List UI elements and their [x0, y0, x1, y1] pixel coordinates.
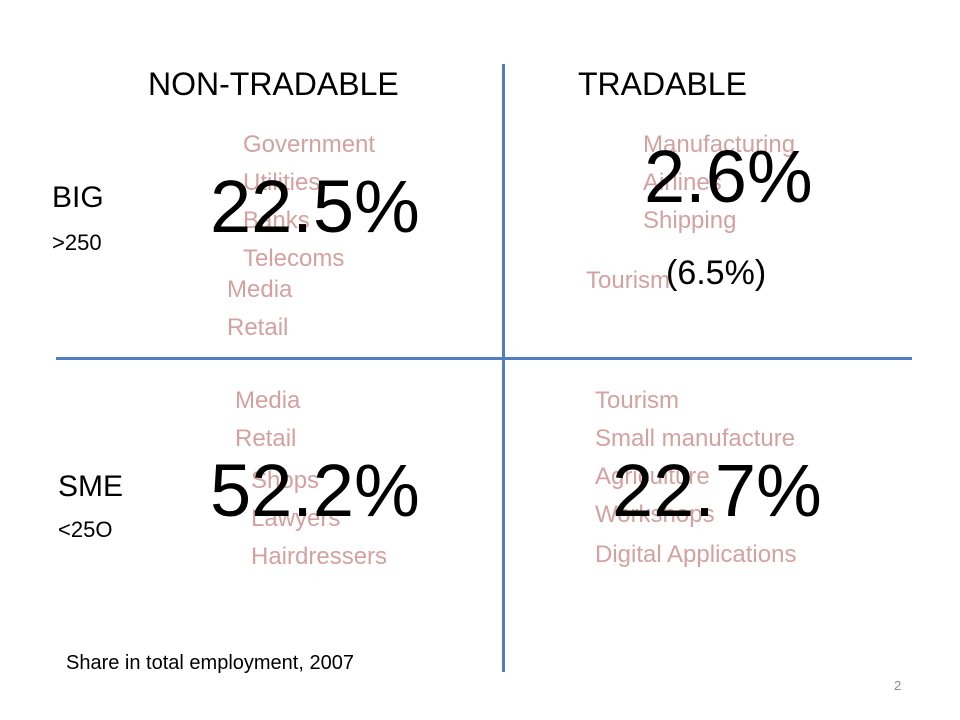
- row-sub-sme: <25O: [58, 517, 113, 542]
- column-header-tradable: TRADABLE: [578, 66, 747, 102]
- row-label-big: BIG: [52, 181, 104, 214]
- share-value-big-nontradable: 22.5%: [210, 165, 420, 248]
- sector-label: Airlines: [643, 169, 722, 196]
- sector-label: Retail: [227, 314, 289, 341]
- share-value-big-tradable-secondary: (6.5%): [666, 254, 767, 292]
- sector-label: Government: [243, 131, 376, 158]
- sector-label: Telecoms: [243, 245, 345, 272]
- vertical-divider: [502, 64, 505, 672]
- row-sub-big: >250: [52, 230, 102, 255]
- sector-label: Media: [235, 387, 301, 414]
- sector-label: Workshops: [595, 501, 715, 528]
- sector-label: Banks: [243, 207, 310, 234]
- sector-label: Tourism: [586, 267, 671, 294]
- share-value-sme-tradable: 22.7%: [612, 449, 822, 532]
- row-label-sme: SME: [58, 470, 124, 503]
- sector-label: Lawyers: [251, 505, 341, 532]
- column-header-non-tradable: NON-TRADABLE: [148, 66, 399, 102]
- sector-label: Shipping: [643, 207, 737, 234]
- share-value-sme-nontradable: 52.2%: [210, 449, 420, 532]
- footer-caption: Share in total employment, 2007: [66, 652, 354, 674]
- sector-label: Digital Applications: [595, 541, 797, 568]
- page-number: 2: [894, 678, 902, 693]
- sector-label: Utilities: [243, 169, 321, 196]
- sector-label: Small manufacture: [595, 425, 796, 452]
- sector-label: Tourism: [595, 387, 680, 414]
- sector-label: Media: [227, 276, 293, 303]
- sector-label: Hairdressers: [251, 543, 388, 570]
- sector-label: Agriculture: [595, 463, 710, 490]
- sector-label: Shops: [251, 467, 320, 494]
- sector-label: Retail: [235, 425, 297, 452]
- sector-label: Manufacturing: [643, 131, 796, 158]
- share-value-big-tradable: 2.6%: [644, 135, 813, 218]
- horizontal-divider: [56, 357, 912, 360]
